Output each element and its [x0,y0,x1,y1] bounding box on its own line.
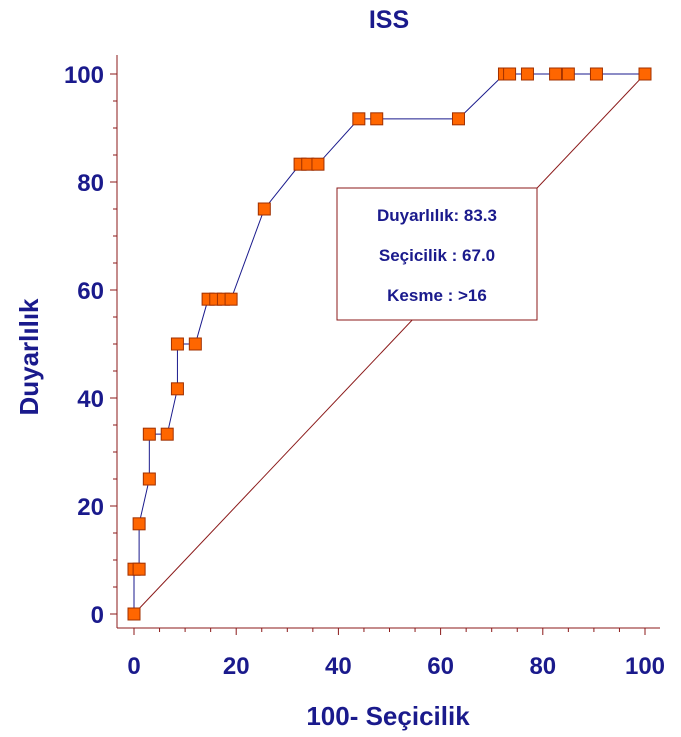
roc-markers [127,67,652,621]
roc-point [142,472,156,486]
y-tick-label: 80 [77,170,104,197]
x-tick-label: 60 [427,653,454,680]
roc-point [638,67,652,81]
x-tick-label: 0 [127,653,140,680]
roc-point [170,382,184,396]
roc-point [142,427,156,441]
roc-point [132,562,146,576]
y-tick-label: 0 [91,602,104,629]
info-cutoff: Kesme : >16 [387,286,487,305]
roc-point [503,67,517,81]
x-axis-label: 100- Seçicilik [306,701,470,731]
roc-point [188,337,202,351]
y-tick-label: 60 [77,278,104,305]
x-tick-label: 40 [325,653,352,680]
roc-point [549,67,563,81]
info-specificity: Seçicilik : 67.0 [379,246,495,265]
y-tick-label: 40 [77,386,104,413]
roc-point [370,112,384,126]
y-ticks: 0 20 40 60 80 100 [64,62,117,629]
reference-diagonal [133,73,646,615]
x-tick-label: 80 [529,653,556,680]
info-sensitivity: Duyarlılık: 83.3 [377,206,497,225]
roc-point [257,202,271,216]
roc-point [132,517,146,531]
y-tick-label: 20 [77,494,104,521]
plot-area: 0 20 40 60 80 100 0 20 40 60 80 100 [64,55,665,680]
roc-point [451,112,465,126]
chart-title: ISS [369,6,409,34]
roc-point [170,337,184,351]
roc-point [127,607,141,621]
roc-point [589,67,603,81]
roc-curve-line [133,73,645,614]
roc-point [311,157,325,171]
info-box-frame [336,187,538,321]
roc-point [352,112,366,126]
roc-point [561,67,575,81]
x-tick-label: 20 [223,653,250,680]
roc-point [520,67,534,81]
y-axis-label: Duyarlılık [14,298,44,416]
x-tick-label: 100 [625,653,665,680]
x-ticks: 0 20 40 60 80 100 [127,628,665,680]
roc-point [160,427,174,441]
y-tick-label: 100 [64,62,104,89]
roc-point [224,292,238,306]
info-box: Duyarlılık: 83.3 Seçicilik : 67.0 Kesme … [336,187,538,321]
